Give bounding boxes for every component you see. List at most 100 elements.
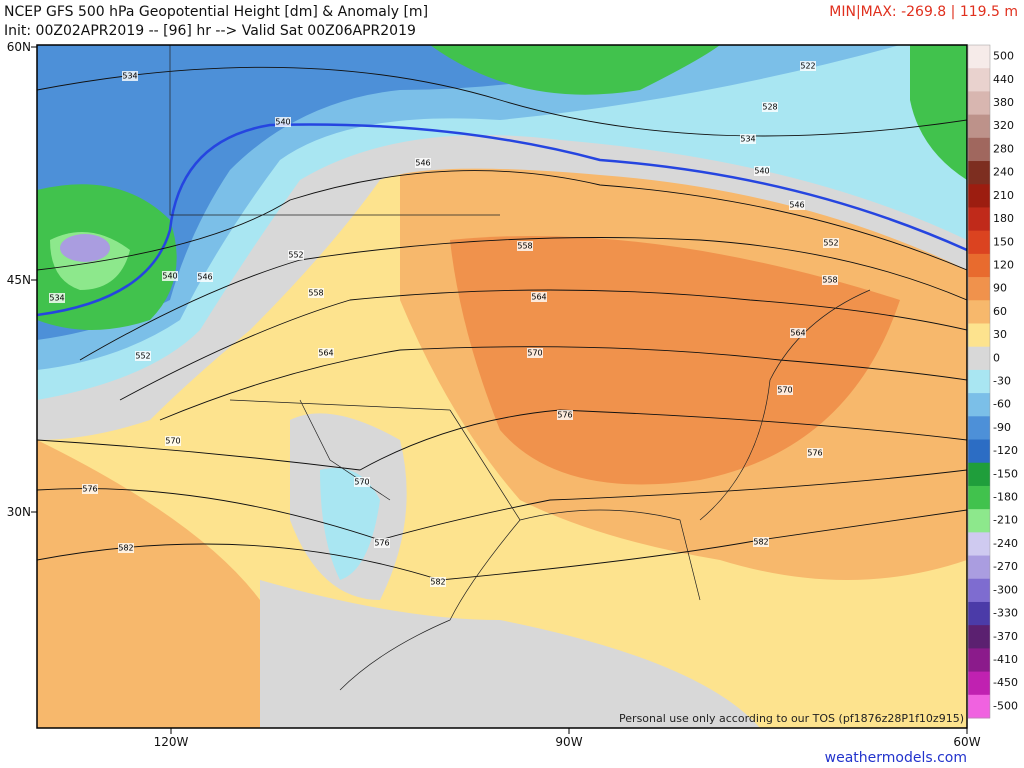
contour-label: 546 bbox=[197, 273, 212, 282]
contour-label-bg bbox=[49, 293, 65, 303]
field-green-east bbox=[910, 45, 967, 180]
contour-label-bg bbox=[823, 238, 839, 248]
contour-label: 552 bbox=[135, 352, 150, 361]
colorbar-label: -120 bbox=[993, 444, 1018, 457]
colorbar-swatch bbox=[968, 439, 990, 464]
contour-label-bg bbox=[82, 484, 98, 494]
contour-line bbox=[119, 289, 967, 401]
borders bbox=[169, 45, 871, 691]
colorbar-label: 30 bbox=[993, 328, 1007, 341]
lat-label: 45N bbox=[7, 273, 31, 287]
colorbar-swatch bbox=[968, 694, 990, 719]
colorbar-label: -500 bbox=[993, 699, 1018, 712]
colorbar-swatch bbox=[968, 300, 990, 324]
contour-label: 576 bbox=[374, 539, 389, 548]
colorbar-swatch bbox=[968, 578, 990, 603]
lon-label: 90W bbox=[555, 735, 582, 749]
colorbar-swatch bbox=[968, 207, 990, 232]
lon-label: 60W bbox=[953, 735, 980, 749]
contour-label: 558 bbox=[308, 289, 323, 298]
contour-line bbox=[37, 66, 967, 137]
contour-label: 576 bbox=[557, 411, 572, 420]
contour-label: 540 bbox=[275, 118, 290, 127]
contour-label: 564 bbox=[790, 329, 805, 338]
colorbar-swatch bbox=[968, 45, 990, 69]
colorbar-label: 240 bbox=[993, 166, 1014, 179]
contour-label-bg bbox=[122, 71, 138, 81]
contour-label-bg bbox=[753, 537, 769, 547]
colorbar-swatch bbox=[968, 555, 990, 580]
contour-label-bg bbox=[118, 543, 134, 553]
map-frame bbox=[36, 44, 968, 729]
contour-label: 576 bbox=[82, 485, 97, 494]
contour-label: 552 bbox=[823, 239, 838, 248]
contour-label: 582 bbox=[753, 538, 768, 547]
contour-540 bbox=[37, 123, 967, 317]
contour-line bbox=[37, 469, 967, 541]
notice: Personal use only according to our TOS (… bbox=[619, 712, 964, 725]
contour-label-bg bbox=[374, 538, 390, 548]
contour-label-bg bbox=[354, 477, 370, 487]
contour-label-bg bbox=[308, 288, 324, 298]
contour-label-bg bbox=[430, 577, 446, 587]
contour-label: 570 bbox=[165, 437, 180, 446]
colorbar-swatch bbox=[968, 485, 990, 510]
contour-label-bg bbox=[822, 275, 838, 285]
contour-label: 540 bbox=[162, 272, 177, 281]
contour-label-bg bbox=[790, 328, 806, 338]
contour-label-bg bbox=[288, 250, 304, 260]
colorbar-swatch bbox=[968, 91, 990, 116]
colorbar-swatch bbox=[968, 648, 990, 673]
colorbar-label: 60 bbox=[993, 305, 1007, 318]
colorbar-swatch bbox=[968, 68, 990, 92]
colorbar-label: -150 bbox=[993, 467, 1018, 480]
field-east-anomaly bbox=[450, 236, 900, 485]
colorbar-label: -330 bbox=[993, 607, 1018, 620]
contour-label-bg bbox=[789, 200, 805, 210]
colorbar-swatch bbox=[968, 509, 990, 533]
colorbar-swatch bbox=[968, 277, 990, 301]
contour-line bbox=[37, 509, 967, 581]
lon-label: 120W bbox=[154, 735, 189, 749]
colorbar-swatch bbox=[968, 346, 990, 371]
colorbar-label: 440 bbox=[993, 73, 1014, 86]
colorbar-swatch bbox=[968, 393, 990, 417]
contour-label-bg bbox=[275, 117, 291, 127]
contour-label-bg bbox=[740, 134, 756, 144]
colorbar-swatch bbox=[968, 253, 990, 278]
colorbar-frame bbox=[967, 44, 991, 719]
field-north-darkblue bbox=[37, 45, 700, 340]
colorbar-swatch bbox=[968, 601, 990, 626]
colorbar-label: 280 bbox=[993, 142, 1014, 155]
colorbar-label: -180 bbox=[993, 491, 1018, 504]
contour-label-bg bbox=[135, 351, 151, 361]
map bbox=[37, 45, 967, 728]
colorbar-label: 210 bbox=[993, 189, 1014, 202]
colorbar-label: -270 bbox=[993, 560, 1018, 573]
colorbar-label: -410 bbox=[993, 653, 1018, 666]
colorbar-label: -60 bbox=[993, 398, 1011, 411]
colorbar-label: 180 bbox=[993, 212, 1014, 225]
site-link[interactable]: weathermodels.com bbox=[825, 750, 967, 766]
contour-label: 558 bbox=[517, 242, 532, 251]
contour-line bbox=[37, 170, 967, 271]
contour-label: 564 bbox=[531, 293, 546, 302]
colorbar-label: -240 bbox=[993, 537, 1018, 550]
contour-label: 558 bbox=[822, 276, 837, 285]
lat-label: 30N bbox=[7, 505, 31, 519]
contour-label-bg bbox=[762, 102, 778, 112]
colorbar-swatch bbox=[968, 114, 990, 139]
contour-line bbox=[79, 237, 967, 361]
colorbar-label: -300 bbox=[993, 583, 1018, 596]
colorbar-label: -370 bbox=[993, 630, 1018, 643]
contour-line bbox=[159, 346, 967, 421]
contour-label-bg bbox=[197, 272, 213, 282]
colorbar-swatch bbox=[968, 323, 990, 348]
contour-label: 570 bbox=[527, 349, 542, 358]
contour-label-bg bbox=[318, 348, 334, 358]
contour-label: 552 bbox=[288, 251, 303, 260]
colorbar-label: -90 bbox=[993, 421, 1011, 434]
min-max: MIN|MAX: -269.8 | 119.5 m bbox=[829, 4, 1018, 20]
contour-line bbox=[37, 409, 967, 471]
